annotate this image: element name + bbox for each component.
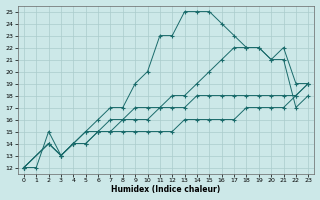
X-axis label: Humidex (Indice chaleur): Humidex (Indice chaleur) [111, 185, 221, 194]
